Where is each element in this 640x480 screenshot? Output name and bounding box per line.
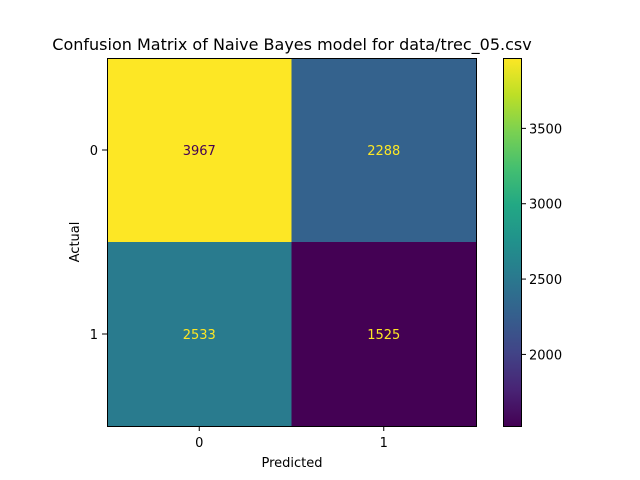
cell-value-label: 2533 (183, 328, 216, 343)
colorbar (503, 58, 521, 426)
x-tick-label: 0 (195, 436, 203, 451)
heatmap-cell (107, 242, 292, 426)
colorbar-tick-label: 3000 (529, 198, 562, 213)
heatmap-cell (291, 242, 476, 426)
y-axis-ticks: 01 (90, 144, 107, 343)
cell-value-label: 2288 (367, 144, 400, 159)
heatmap-cell-labels: 3967 2288 2533 1525 (183, 144, 401, 343)
cell-value-label: 3967 (183, 144, 216, 159)
x-axis-label: Predicted (261, 456, 322, 471)
y-tick-label: 0 (90, 144, 98, 159)
colorbar-frame (503, 58, 522, 427)
chart-title: Confusion Matrix of Naive Bayes model fo… (52, 35, 531, 55)
y-tick-label: 1 (90, 328, 98, 343)
plot-frame (107, 58, 477, 427)
heatmap-cells (107, 58, 476, 426)
heatmap-cell (291, 58, 476, 242)
heatmap-cell (107, 58, 292, 242)
colorbar-tick-label: 2500 (529, 273, 562, 288)
colorbar-tick-label: 3500 (529, 122, 562, 137)
x-tick-label: 1 (380, 436, 388, 451)
colorbar-tick-label: 2000 (529, 348, 562, 363)
colorbar-ticks: 2000 2500 3000 3500 (521, 122, 562, 363)
y-axis-label: Actual (68, 222, 83, 263)
cell-value-label: 1525 (367, 328, 400, 343)
